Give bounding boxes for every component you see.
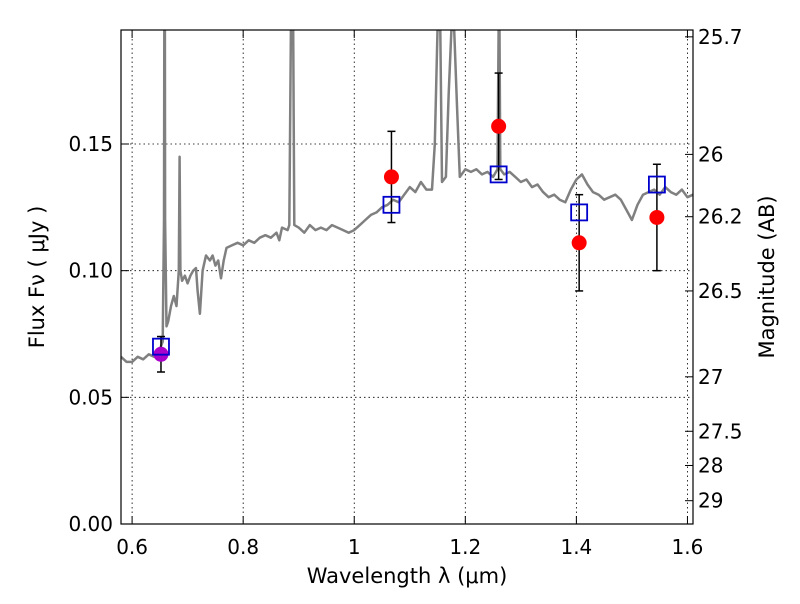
grid xyxy=(121,30,693,524)
observed-point xyxy=(491,118,507,134)
x-tick-label: 1 xyxy=(348,535,361,559)
x-tick-label: 1.2 xyxy=(449,535,481,559)
x-axis-ticks: 0.6 0.8 1 1.2 1.4 1.6 xyxy=(116,30,703,559)
model-point xyxy=(570,203,589,222)
magnitude-tick-label: 28 xyxy=(698,453,723,477)
plot-frame xyxy=(120,29,694,525)
magnitude-axis-ticks: 25.7 26 26.2 26.5 27 27.5 28 29 xyxy=(685,25,743,513)
y-tick-label: 0.15 xyxy=(68,132,113,156)
y-axis-ticks: 0.00 0.05 0.10 0.15 xyxy=(68,132,129,536)
model-point xyxy=(489,165,508,184)
magnitude-tick-label: 27 xyxy=(698,365,723,389)
magnitude-tick-label: 25.7 xyxy=(698,25,743,49)
magnitude-tick-label: 26.2 xyxy=(698,205,743,229)
observed-point xyxy=(571,235,587,251)
y-tick-label: 0.05 xyxy=(68,385,113,409)
observed-point xyxy=(649,209,665,225)
model-point xyxy=(152,337,170,356)
model-point xyxy=(382,195,401,214)
y-tick-label: 0.00 xyxy=(68,512,113,536)
x-tick-label: 0.6 xyxy=(116,535,148,559)
magnitude-tick-label: 26.5 xyxy=(698,279,743,303)
x-tick-label: 0.8 xyxy=(227,535,259,559)
model-points xyxy=(152,165,666,356)
y-axis-label: Flux Fν ( μJy ) xyxy=(25,206,49,349)
magnitude-tick-label: 27.5 xyxy=(698,419,743,443)
plot-background xyxy=(121,30,693,524)
magnitude-tick-label: 26 xyxy=(698,142,723,166)
magnitude-tick-label: 29 xyxy=(698,489,723,513)
observed-points xyxy=(153,118,665,362)
spectrum-layer xyxy=(121,30,693,364)
x-axis-label: Wavelength λ (μm) xyxy=(307,564,508,588)
y-tick-label: 0.10 xyxy=(68,259,113,283)
spectrum-line xyxy=(121,30,693,364)
observed-point xyxy=(383,169,399,185)
x-tick-label: 1.6 xyxy=(672,535,704,559)
model-point xyxy=(648,175,666,194)
x-tick-label: 1.4 xyxy=(560,535,592,559)
magnitude-axis-label: Magnitude (AB) xyxy=(755,195,779,358)
